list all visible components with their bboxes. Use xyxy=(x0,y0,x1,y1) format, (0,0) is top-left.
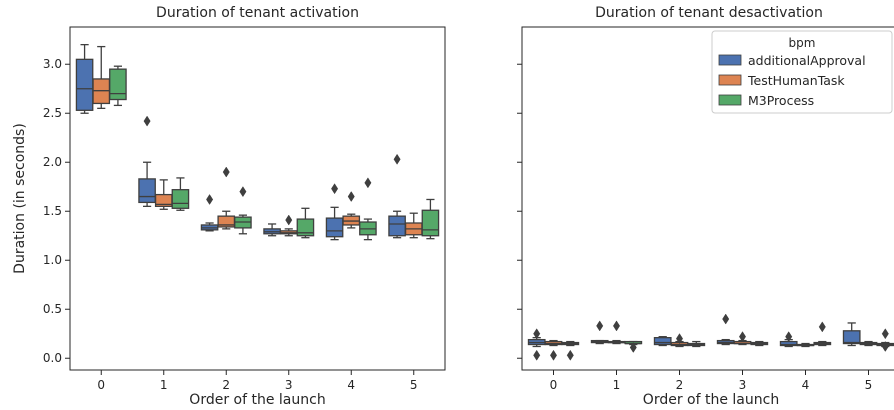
outlier-box-TestHumanTask-4 xyxy=(347,191,355,203)
box-additionalApproval-2 xyxy=(653,337,672,346)
legend-frame xyxy=(711,30,893,114)
outlier-box-M3Process-1 xyxy=(629,341,637,353)
outlier-box-M3Process-4 xyxy=(818,321,826,333)
outlier-box-M3Process-5 xyxy=(881,328,889,340)
legend-swatch-TestHumanTask xyxy=(718,74,742,86)
outlier-box-TestHumanTask-2 xyxy=(222,166,230,178)
legend-swatch-additionalApproval xyxy=(718,54,742,66)
x-tick-label-activation: 3 xyxy=(285,378,293,392)
axes-frame-activation xyxy=(69,26,446,371)
y-tick-label-activation: 1.5 xyxy=(43,204,62,218)
outlier-box-TestHumanTask-0 xyxy=(550,349,557,361)
box-additionalApproval-5 xyxy=(388,215,406,237)
x-tick-label-activation: 1 xyxy=(160,378,168,392)
x-tick-label-desactivation: 1 xyxy=(613,378,621,392)
outlier-box-M3Process-5 xyxy=(881,341,889,352)
x-tick-label-desactivation: 4 xyxy=(802,378,810,392)
outlier-box-TestHumanTask-3 xyxy=(285,214,293,226)
outlier-box-additionalApproval-4 xyxy=(785,331,793,343)
x-tick-label-activation: 0 xyxy=(97,378,105,392)
axes-frame-desactivation xyxy=(521,26,894,371)
legend-label-TestHumanTask: TestHumanTask xyxy=(747,73,845,88)
box-M3Process-5 xyxy=(421,209,440,237)
outlier-box-additionalApproval-2 xyxy=(206,194,214,205)
box-additionalApproval-1 xyxy=(138,178,156,204)
y-tick-label-activation: 2.0 xyxy=(43,155,62,169)
legend-label-M3Process: M3Process xyxy=(748,93,814,108)
legend-title: bpm xyxy=(789,36,816,50)
y-tick-label-activation: 0.0 xyxy=(43,351,62,365)
box-M3Process-0 xyxy=(109,68,127,101)
outlier-box-M3Process-2 xyxy=(239,186,247,198)
x-tick-label-activation: 5 xyxy=(410,378,418,392)
outlier-box-additionalApproval-4 xyxy=(331,183,339,195)
y-tick-label-activation: 2.5 xyxy=(43,106,62,120)
outlier-box-additionalApproval-0 xyxy=(533,349,541,361)
x-axis-label-activation: Order of the launch xyxy=(189,392,325,408)
panel-title-desactivation: Duration of tenant desactivation xyxy=(595,5,823,21)
x-tick-label-desactivation: 3 xyxy=(739,378,747,392)
x-tick-label-desactivation: 0 xyxy=(550,378,558,392)
box-M3Process-1 xyxy=(171,189,190,209)
box-additionalApproval-0 xyxy=(75,58,94,111)
legend-label-additionalApproval: additionalApproval xyxy=(748,53,866,68)
box-additionalApproval-4 xyxy=(325,217,344,238)
box-M3Process-3 xyxy=(296,218,315,237)
outlier-box-M3Process-0 xyxy=(566,349,574,361)
panel-title-activation: Duration of tenant activation xyxy=(156,5,359,21)
legend: bpm additionalApproval TestHumanTask M3P… xyxy=(711,30,893,114)
x-tick-label-desactivation: 5 xyxy=(865,378,873,392)
outlier-box-M3Process-4 xyxy=(364,177,372,189)
plot-area-desactivation: 0 1 2 3 4 5 xyxy=(517,63,894,392)
y-axis-label-activation: Duration (in seconds) xyxy=(12,123,28,274)
legend-swatch-M3Process xyxy=(718,94,742,106)
x-axis-label-desactivation: Order of the launch xyxy=(643,392,779,408)
outlier-box-additionalApproval-3 xyxy=(722,313,730,325)
outlier-box-additionalApproval-0 xyxy=(533,328,541,340)
x-tick-label-activation: 2 xyxy=(222,378,230,392)
outlier-box-additionalApproval-1 xyxy=(143,115,151,127)
outlier-box-TestHumanTask-3 xyxy=(739,331,746,343)
outlier-box-TestHumanTask-1 xyxy=(613,320,620,332)
plot-area-activation: 0.0 0.5 1.0 1.5 2.0 2.5 3.0 0 1 2 3 4 5 xyxy=(43,43,440,392)
outlier-box-additionalApproval-1 xyxy=(596,320,604,332)
y-tick-label-activation: 3.0 xyxy=(43,57,62,71)
panel-activation: Duration of tenant activation 0.0 0.5 1.0 1… xyxy=(12,5,446,408)
y-tick-label-activation: 1.0 xyxy=(43,253,62,267)
y-tick-label-activation: 0.5 xyxy=(43,302,62,316)
outlier-box-TestHumanTask-2 xyxy=(676,333,683,345)
box-additionalApproval-5 xyxy=(842,330,861,345)
x-tick-label-desactivation: 2 xyxy=(676,378,684,392)
x-tick-label-activation: 4 xyxy=(347,378,355,392)
outlier-box-additionalApproval-5 xyxy=(393,153,401,165)
